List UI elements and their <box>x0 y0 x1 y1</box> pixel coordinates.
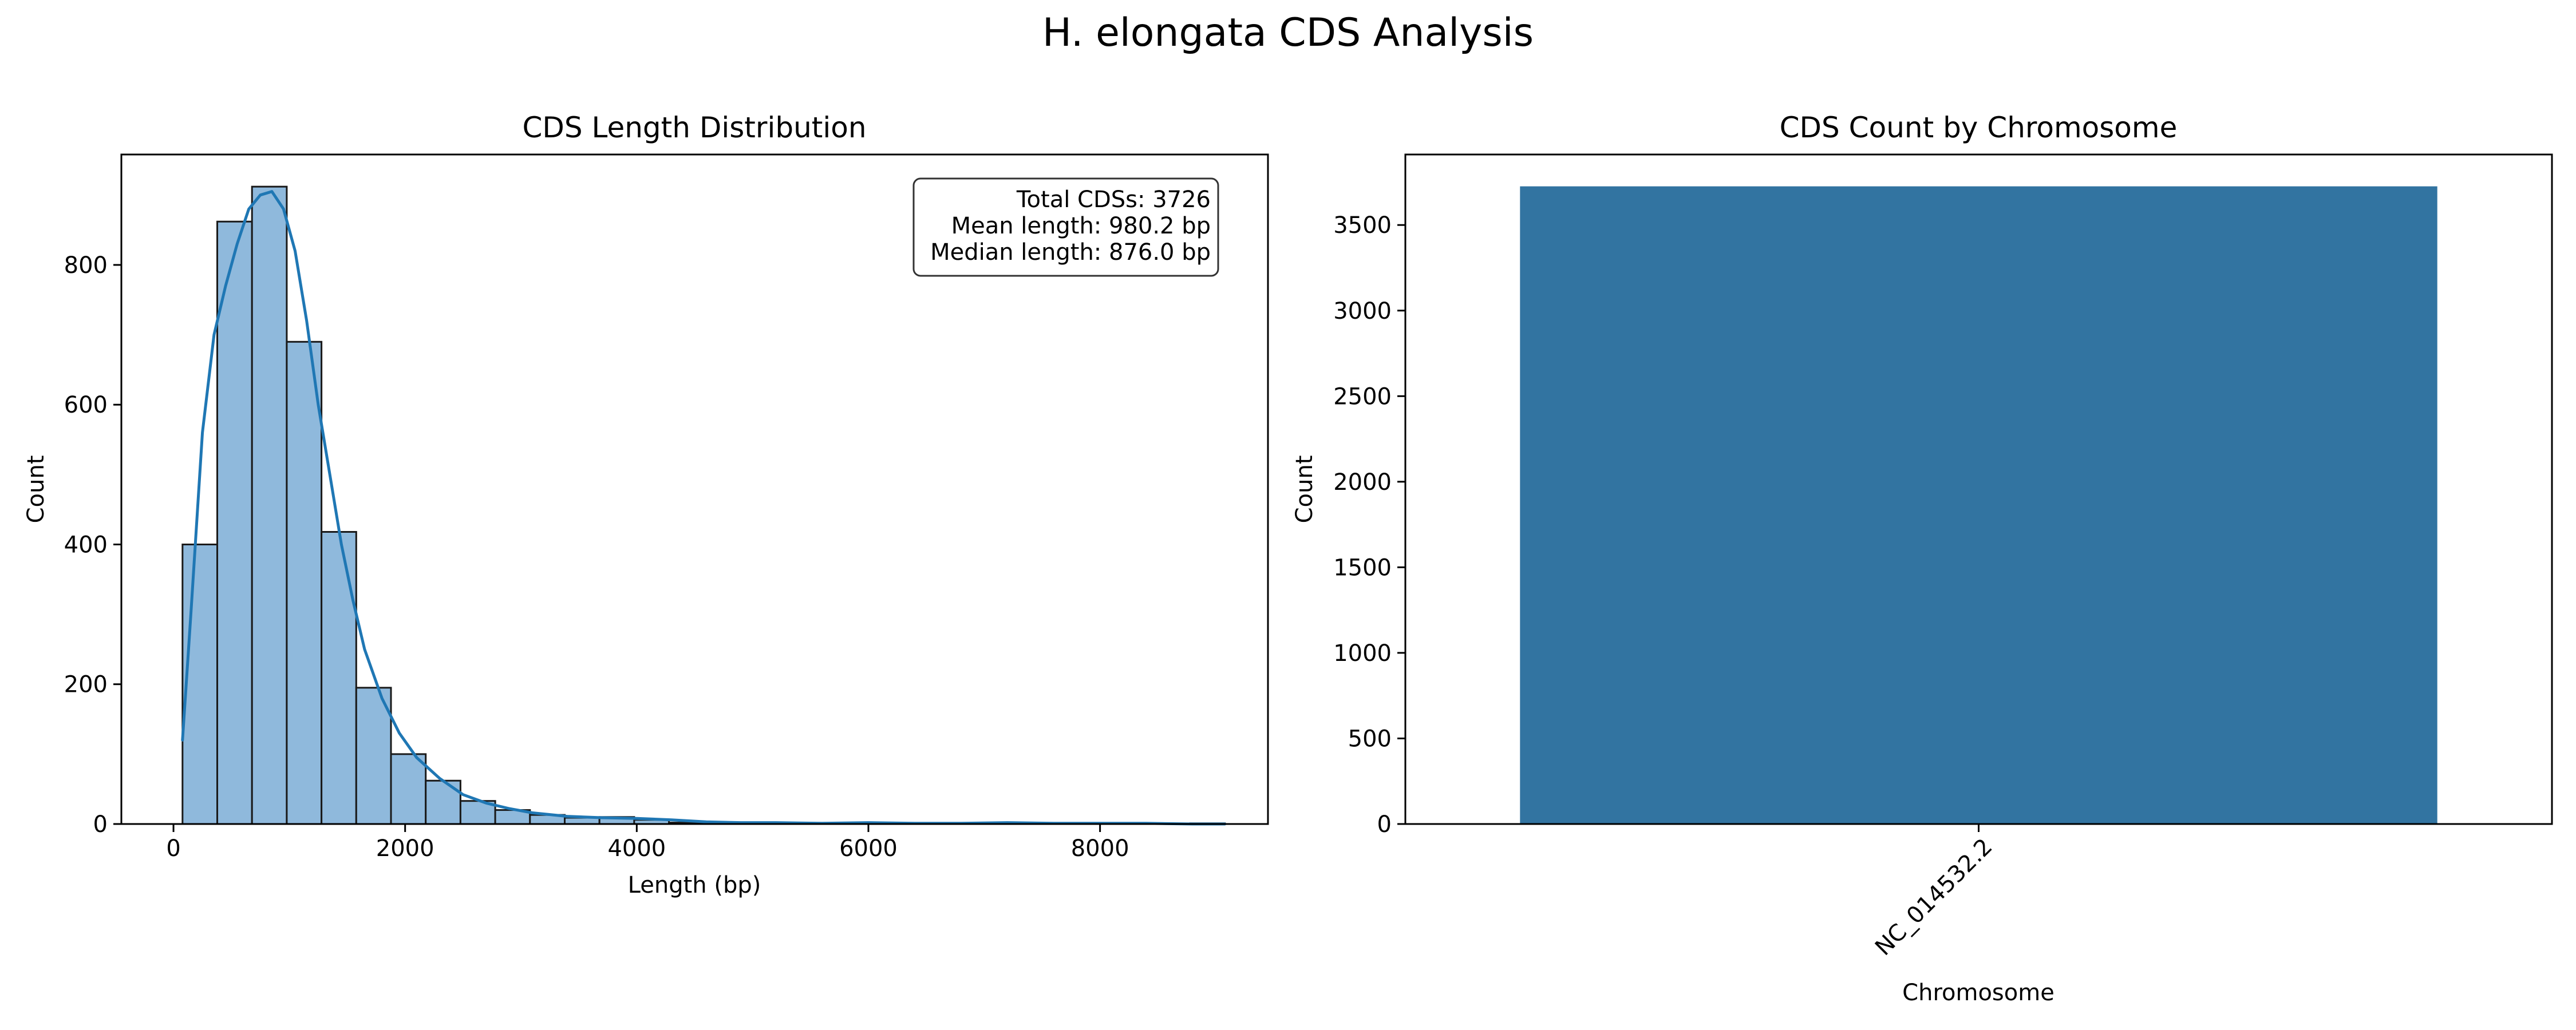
stats-total: Total CDSs: 3726 <box>1016 187 1211 213</box>
histogram-bar <box>321 530 357 825</box>
bar-chart-title: CDS Count by Chromosome <box>1780 111 2178 144</box>
histogram-bar <box>181 543 219 825</box>
histogram-y-label: Count <box>23 455 49 524</box>
histogram-x-ticks: 0 2000 4000 6000 8000 <box>166 824 1129 862</box>
y-tick-label: 400 <box>64 532 108 558</box>
histogram-bar <box>216 220 253 825</box>
histogram-title: CDS Length Distribution <box>522 111 866 144</box>
histogram-bar <box>390 753 427 825</box>
y-tick-label: 2000 <box>1333 469 1392 496</box>
histogram-bars <box>181 185 1226 825</box>
figure-suptitle: H. elongata CDS Analysis <box>1042 10 1534 56</box>
histogram-bar <box>251 185 288 825</box>
y-tick-label: 2500 <box>1333 383 1392 410</box>
y-tick-label: 3000 <box>1333 298 1392 324</box>
y-tick-label: 1000 <box>1333 640 1392 667</box>
histogram-panel: CDS Length Distribution 0 2000 4000 6000 800… <box>23 111 1269 898</box>
bar-chart-y-label: Count <box>1291 455 1318 524</box>
y-tick-label: 3500 <box>1333 212 1392 239</box>
histogram-x-label: Length (bp) <box>628 872 761 898</box>
x-tick-label: 2000 <box>376 835 434 862</box>
chromosome-bar <box>1520 186 2437 824</box>
stats-median: Median length: 876.0 bp <box>930 239 1211 266</box>
y-tick-label: 800 <box>64 252 108 279</box>
bar-chart-x-label: Chromosome <box>1902 980 2055 1006</box>
y-tick-label: 500 <box>1348 726 1392 752</box>
bar-chart-axes-frame <box>1404 153 2553 825</box>
histogram-bar <box>425 779 461 825</box>
bar-chart-y-ticks: 0 500 1000 1500 2000 2500 3000 3500 <box>1333 212 1405 838</box>
histogram-bar <box>286 340 323 825</box>
y-tick-label: 1500 <box>1333 554 1392 581</box>
y-tick-label: 200 <box>64 672 108 698</box>
y-tick-label: 600 <box>64 392 108 418</box>
histogram-y-ticks: 0 200 400 600 800 <box>64 252 121 838</box>
stats-box-frame <box>912 177 1219 277</box>
histogram-axes-frame <box>120 153 1269 825</box>
x-tick-label: 8000 <box>1071 835 1129 862</box>
histogram-bar <box>355 687 392 825</box>
stats-box: Total CDSs: 3726 Mean length: 980.2 bp M… <box>912 177 1219 277</box>
chromosome-bars <box>1520 186 2437 824</box>
y-tick-label: 0 <box>93 811 108 838</box>
stats-mean: Mean length: 980.2 bp <box>951 213 1211 239</box>
x-tick-label: 4000 <box>607 835 666 862</box>
x-tick-label: 0 <box>166 835 180 862</box>
y-tick-label: 0 <box>1377 811 1392 838</box>
x-tick-label: 6000 <box>839 835 898 862</box>
